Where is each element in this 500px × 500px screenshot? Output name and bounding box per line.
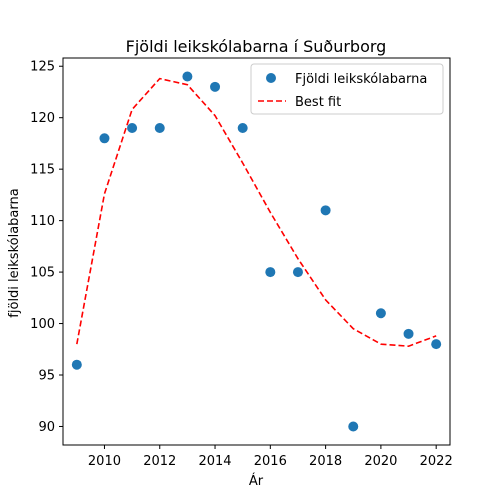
y-axis-label: fjöldi leikskólabarna [7, 188, 22, 317]
chart-title: Fjöldi leikskólabarna í Suðurborg [126, 37, 387, 56]
best-fit-line-group [76, 77, 437, 348]
data-point [182, 71, 193, 82]
data-point [292, 267, 303, 278]
data-point [403, 328, 414, 339]
data-point [99, 133, 110, 144]
y-tick-label: 115 [30, 163, 55, 178]
y-tick-label: 110 [30, 214, 55, 229]
y-tick-label: 105 [30, 266, 55, 281]
x-tick-label: 2018 [309, 454, 342, 469]
x-tick-label: 2022 [420, 454, 453, 469]
y-axis: 90 95 100 105 110 115 120 125 [30, 60, 63, 435]
data-point [127, 122, 138, 133]
x-axis-label: Ár [249, 473, 264, 489]
data-points-group [71, 71, 442, 432]
data-point [210, 81, 221, 92]
x-tick-label: 2010 [88, 454, 121, 469]
x-tick-label: 2012 [143, 454, 176, 469]
y-tick-label: 125 [30, 60, 55, 75]
best-fit-line [76, 77, 437, 348]
legend-marker-scatter [266, 73, 276, 83]
data-point [154, 122, 165, 133]
x-tick-label: 2014 [198, 454, 231, 469]
y-tick-label: 95 [38, 369, 55, 384]
data-point [348, 421, 359, 432]
data-point [265, 267, 276, 278]
x-tick-label: 2020 [364, 454, 397, 469]
axes-frame [62, 57, 451, 446]
legend-label-line: Best fit [295, 95, 341, 110]
legend-box [250, 63, 444, 115]
data-point [71, 359, 82, 370]
data-point [320, 205, 331, 216]
y-tick-label: 90 [38, 420, 55, 435]
data-point [237, 122, 248, 133]
x-tick-label: 2016 [254, 454, 287, 469]
data-point [375, 308, 386, 319]
y-tick-label: 120 [30, 111, 55, 126]
legend: Fjöldi leikskólabarna Best fit [250, 63, 444, 115]
legend-label-scatter: Fjöldi leikskólabarna [295, 72, 427, 87]
data-point [431, 339, 442, 350]
y-tick-label: 100 [30, 317, 55, 332]
x-axis: 2010 2012 2014 2016 2018 2020 2022 [88, 445, 453, 469]
